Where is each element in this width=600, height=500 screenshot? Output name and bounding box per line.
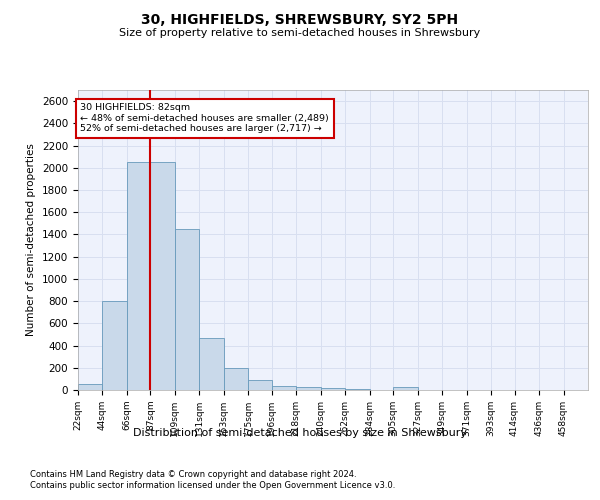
Text: Contains HM Land Registry data © Crown copyright and database right 2024.: Contains HM Land Registry data © Crown c…	[30, 470, 356, 479]
Bar	[248, 380, 272, 390]
Text: Distribution of semi-detached houses by size in Shrewsbury: Distribution of semi-detached houses by …	[133, 428, 467, 438]
Bar	[151, 162, 175, 390]
Text: Contains public sector information licensed under the Open Government Licence v3: Contains public sector information licen…	[30, 481, 395, 490]
Bar	[78, 384, 103, 390]
Bar	[296, 387, 321, 390]
Bar	[199, 338, 224, 390]
Bar	[321, 388, 345, 390]
Bar	[175, 229, 199, 390]
Bar	[224, 368, 248, 390]
Bar	[272, 386, 296, 390]
Text: 30 HIGHFIELDS: 82sqm
← 48% of semi-detached houses are smaller (2,489)
52% of se: 30 HIGHFIELDS: 82sqm ← 48% of semi-detac…	[80, 104, 329, 133]
Bar	[127, 162, 151, 390]
Bar	[103, 301, 127, 390]
Text: 30, HIGHFIELDS, SHREWSBURY, SY2 5PH: 30, HIGHFIELDS, SHREWSBURY, SY2 5PH	[142, 12, 458, 26]
Text: Size of property relative to semi-detached houses in Shrewsbury: Size of property relative to semi-detach…	[119, 28, 481, 38]
Bar	[393, 386, 418, 390]
Bar	[345, 389, 370, 390]
Y-axis label: Number of semi-detached properties: Number of semi-detached properties	[26, 144, 37, 336]
